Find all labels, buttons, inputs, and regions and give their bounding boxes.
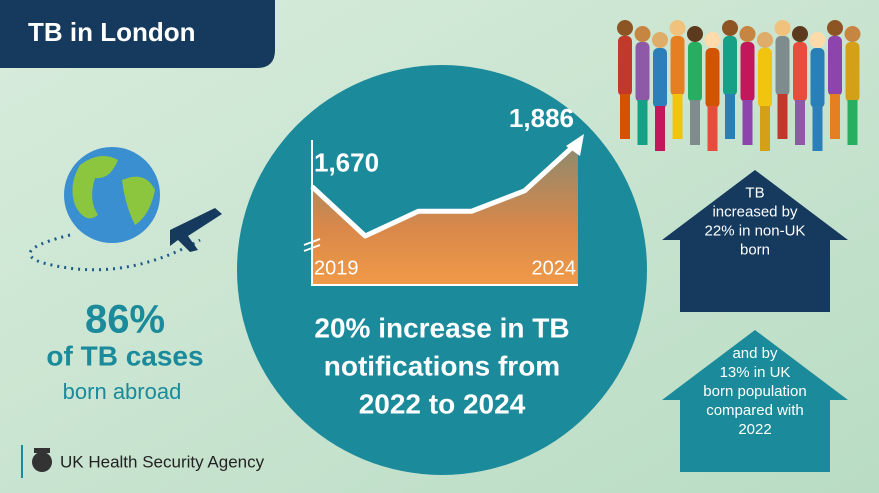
line <box>310 140 580 239</box>
arrow-text: born population <box>703 383 806 400</box>
arrow-text: compared with <box>706 402 804 419</box>
person <box>669 20 686 36</box>
person <box>705 48 720 108</box>
person <box>758 48 772 108</box>
person <box>687 26 703 42</box>
person <box>795 100 805 145</box>
person <box>620 94 630 139</box>
arrow-text: increased by <box>712 203 798 220</box>
arrow-text: and by <box>732 345 778 362</box>
title-box <box>0 0 275 68</box>
person <box>653 48 667 108</box>
person <box>827 20 843 36</box>
person <box>760 106 770 151</box>
person <box>845 42 860 102</box>
globe-icon <box>28 147 222 272</box>
arrow-text: 13% in UK <box>720 364 791 381</box>
data-label: 1,670 <box>314 147 379 177</box>
person <box>618 36 632 96</box>
axis-break <box>303 238 321 252</box>
person <box>809 32 826 48</box>
person <box>739 26 756 42</box>
person <box>723 36 737 96</box>
person <box>828 36 842 96</box>
arrow-text: TB <box>745 184 764 201</box>
person <box>740 42 755 102</box>
data-label: 1,886 <box>509 103 574 133</box>
stat: 86% <box>85 298 165 342</box>
person <box>810 48 825 108</box>
person <box>652 32 668 48</box>
person <box>707 106 718 151</box>
person <box>617 20 633 36</box>
arrow-text: 2022 <box>738 421 771 438</box>
stat-label: born abroad <box>63 379 182 404</box>
person <box>775 36 790 96</box>
crest <box>32 448 52 472</box>
person <box>847 100 858 145</box>
person <box>635 42 650 102</box>
person <box>792 26 808 42</box>
headline: notifications from <box>324 350 560 381</box>
arrow-text: born <box>740 241 770 258</box>
headline: 20% increase in TB <box>314 312 569 343</box>
person <box>777 94 788 139</box>
x-tick-label: 2024 <box>532 257 577 279</box>
headline: 2022 to 2024 <box>359 388 526 419</box>
stat-label: of TB cases <box>46 340 203 371</box>
person <box>672 94 683 139</box>
person <box>704 32 721 48</box>
arrows: TB increased by 22% in non-UK born and by 13%… <box>662 170 848 472</box>
logo-text: UK Health Security Agency <box>60 452 265 471</box>
title: TB in London <box>28 17 196 47</box>
person <box>688 42 702 102</box>
arrow <box>662 330 848 472</box>
person <box>793 42 807 102</box>
chart: 2019 2024 1,670 1,886 <box>303 103 584 286</box>
line-arrowhead <box>566 134 584 156</box>
person <box>844 26 861 42</box>
person <box>690 100 700 145</box>
person <box>830 94 840 139</box>
x-tick-label: 2019 <box>314 257 359 279</box>
person <box>725 94 735 139</box>
person <box>774 20 791 36</box>
person <box>722 20 738 36</box>
person <box>670 36 685 96</box>
person <box>812 106 823 151</box>
person <box>634 26 651 42</box>
person <box>742 100 753 145</box>
arrow-text: 22% in non-UK <box>705 222 806 239</box>
axis <box>311 140 578 286</box>
person <box>757 32 773 48</box>
people-illustration <box>617 20 861 151</box>
person <box>637 100 648 145</box>
arrow <box>662 170 848 312</box>
person <box>655 106 665 151</box>
